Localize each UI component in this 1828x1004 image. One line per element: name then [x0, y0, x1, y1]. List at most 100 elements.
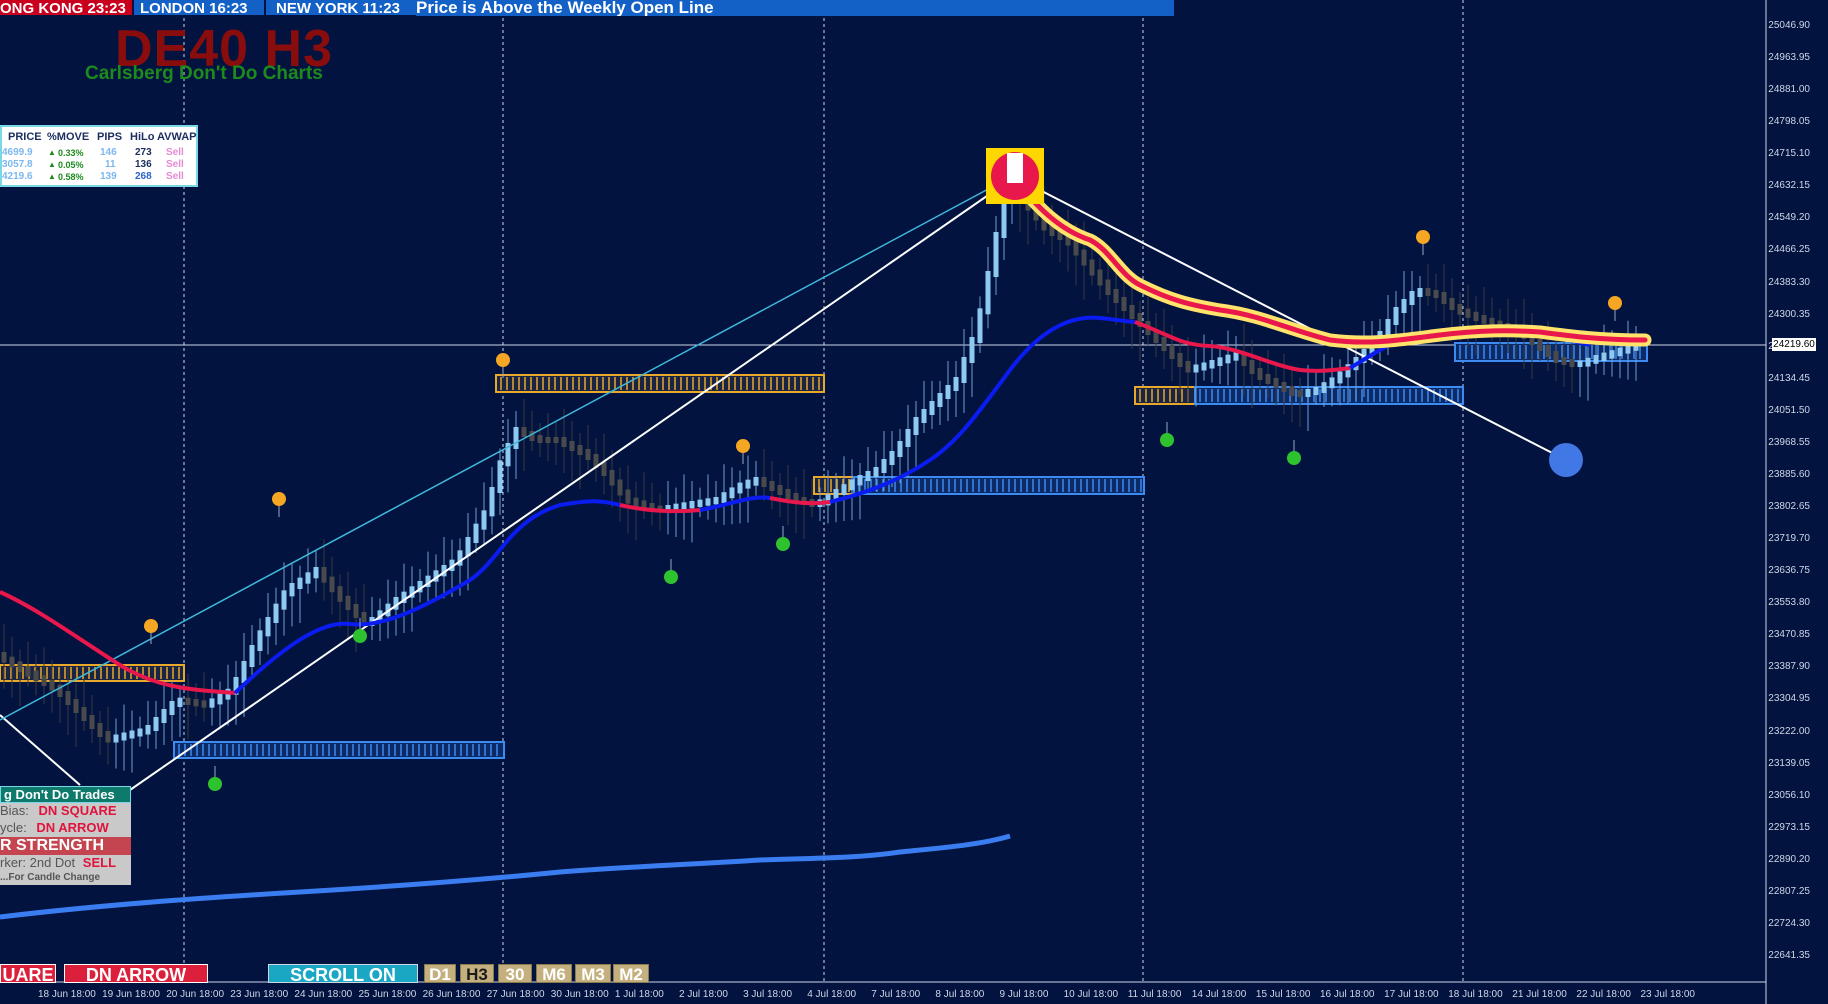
- bull-candle: [249, 645, 255, 667]
- timeframe-d1-button[interactable]: D1: [424, 964, 456, 983]
- time-tick-label: 21 Jul 18:00: [1512, 989, 1567, 1000]
- time-tick-label: 22 Jul 18:00: [1576, 989, 1631, 1000]
- bull-candle: [889, 451, 895, 465]
- time-tick-label: 14 Jul 18:00: [1191, 989, 1247, 1000]
- price-tick-label: 23056.10: [1768, 789, 1810, 801]
- timeframe-m6-button[interactable]: M6: [536, 964, 572, 983]
- bull-candle: [953, 377, 959, 391]
- hong-kong-clock: ONG KONG 23:23: [0, 0, 132, 15]
- scroll-button[interactable]: SCROLL ON: [268, 964, 418, 983]
- dn-arrow-button[interactable]: DN ARROW: [64, 964, 208, 983]
- bull-candle: [257, 630, 263, 651]
- bear-candle: [793, 493, 799, 503]
- bear-candle: [1113, 289, 1119, 303]
- price-tick-label: 25046.90: [1768, 20, 1810, 31]
- bull-candle: [113, 734, 119, 743]
- bear-candle: [1545, 345, 1551, 357]
- bear-candle: [81, 707, 87, 721]
- time-tick-label: 2 Jul 18:00: [679, 989, 728, 1000]
- bull-candle: [689, 501, 695, 509]
- bull-candle: [825, 494, 831, 506]
- bear-candle: [1425, 288, 1431, 296]
- cycle-label: ycle:: [0, 820, 27, 835]
- blue-zone: [1194, 386, 1464, 405]
- bear-candle: [1097, 269, 1103, 286]
- bear-candle: [345, 595, 351, 610]
- bull-candle: [209, 698, 215, 708]
- bull-candle: [857, 475, 863, 486]
- row-price: 3057.8: [2, 159, 33, 170]
- square-button[interactable]: UARE: [0, 964, 56, 983]
- bear-candle: [1129, 305, 1135, 319]
- time-tick-label: 24 Jun 18:00: [294, 989, 353, 1000]
- marker-row: rker: 2nd Dot SELL: [0, 855, 131, 872]
- row-avwap: Sell: [166, 171, 184, 182]
- bull-candle: [865, 471, 871, 481]
- bull-candle: [393, 597, 399, 610]
- bear-candle: [777, 485, 783, 495]
- bear-candle: [1289, 386, 1295, 396]
- gold-zone: [1134, 386, 1196, 405]
- timeframe-m2-button[interactable]: M2: [613, 964, 649, 983]
- bear-candle: [337, 586, 343, 602]
- zone-hatching: [4, 345, 1641, 756]
- bull-candle: [265, 617, 271, 637]
- bear-candle: [649, 503, 655, 512]
- sell-dot: [272, 492, 286, 506]
- bull-candle: [313, 567, 319, 579]
- time-tick-label: 25 Jun 18:00: [358, 989, 417, 1000]
- buy-dot: [353, 629, 367, 643]
- price-tick-label: 24632.15: [1768, 180, 1810, 192]
- strength-row: R STRENGTH: [0, 837, 131, 855]
- gold-zone: [495, 374, 825, 393]
- bear-candle: [185, 697, 191, 705]
- bear-candle: [1281, 382, 1287, 392]
- price-info-table: PRICE %MOVE PIPS HiLo AVWAP 4699.9 ▲ 0.3…: [0, 125, 198, 187]
- row-hilo: 273: [135, 147, 152, 158]
- time-tick-label: 4 Jul 18:00: [807, 989, 857, 1000]
- row-move: 0.05%: [58, 160, 84, 170]
- time-tick-label: 27 Jun 18:00: [486, 989, 545, 1000]
- time-tick-label: 3 Jul 18:00: [743, 989, 793, 1000]
- time-tick-label: 18 Jun 18:00: [38, 989, 96, 1000]
- row-up-arrow: ▲: [48, 148, 56, 157]
- col-header-price: PRICE: [8, 131, 42, 143]
- blue-ma-line: [829, 315, 1136, 504]
- row-avwap: Sell: [166, 159, 184, 170]
- bear-candle: [17, 661, 23, 672]
- timeframe-30-button[interactable]: 30: [498, 964, 532, 983]
- bull-candle: [513, 427, 519, 449]
- bull-candle: [705, 498, 711, 506]
- bull-candle: [449, 559, 455, 571]
- bear-candle: [1073, 239, 1079, 256]
- bear-candle: [1241, 352, 1247, 366]
- price-tick-label: 23885.60: [1768, 468, 1810, 480]
- trend-line: [129, 179, 1011, 791]
- timeframe-m3-button[interactable]: M3: [575, 964, 611, 983]
- bias-row: Bias: DN SQUARE: [0, 803, 131, 820]
- row-up-arrow: ▲: [48, 160, 56, 169]
- bear-candle: [193, 699, 199, 707]
- bull-candle: [1193, 364, 1199, 373]
- time-tick-label: 15 Jul 18:00: [1255, 989, 1311, 1000]
- bear-candle: [9, 656, 15, 668]
- price-tick-label: 22807.25: [1768, 885, 1810, 897]
- bull-candle: [1233, 352, 1239, 361]
- timeframe-h3-button[interactable]: H3: [460, 964, 494, 983]
- blue-ma-line: [233, 499, 621, 695]
- price-tick-label: 24549.20: [1768, 212, 1810, 224]
- bull-candle: [233, 677, 239, 695]
- bear-candle: [625, 489, 631, 504]
- time-tick-label: 23 Jul 18:00: [1640, 989, 1696, 1000]
- bear-candle: [1465, 308, 1471, 318]
- time-tick-label: 7 Jul 18:00: [871, 989, 921, 1000]
- buy-dot: [664, 570, 678, 584]
- bull-candle: [497, 460, 503, 493]
- bull-candle: [457, 550, 463, 566]
- bear-candle: [1473, 311, 1479, 321]
- bear-candle: [1057, 230, 1063, 240]
- bull-candle: [441, 565, 447, 577]
- bull-candle: [1217, 357, 1223, 366]
